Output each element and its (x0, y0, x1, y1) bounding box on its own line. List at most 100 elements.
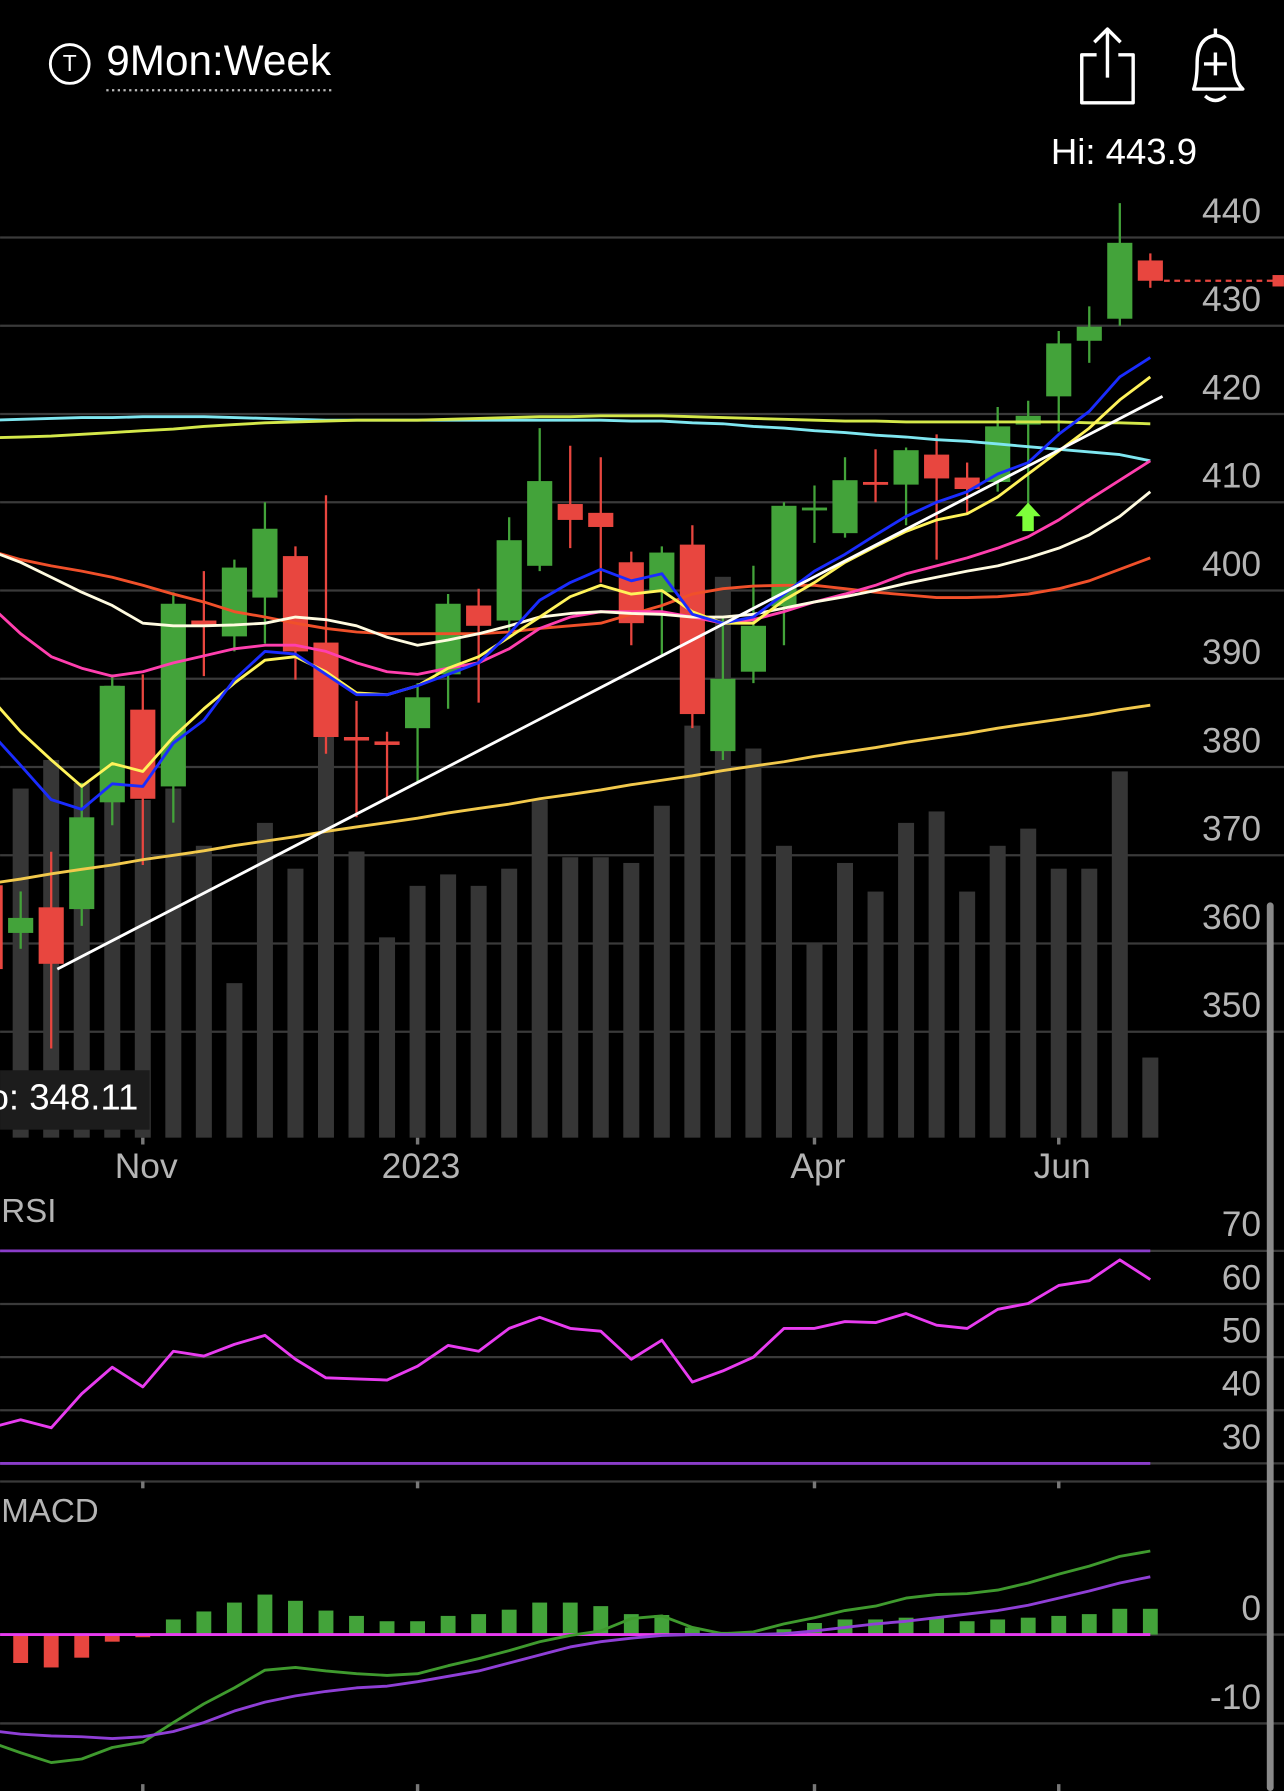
candle-body (924, 454, 950, 479)
macd-histogram-bar (1020, 1617, 1036, 1635)
scrollbar[interactable] (1266, 902, 1274, 1791)
moving-average (0, 414, 1151, 439)
y-tick-label: 70 (1222, 1204, 1261, 1244)
volume-bar (226, 983, 243, 1138)
volume-bar (12, 788, 29, 1138)
volume-bar (775, 845, 792, 1138)
moving-average (0, 356, 1152, 811)
macd-histogram-bar (165, 1619, 181, 1635)
candle-body (588, 512, 614, 527)
y-tick-label: 390 (1202, 632, 1261, 672)
volume-bar (1081, 868, 1098, 1138)
y-tick-label: 350 (1202, 985, 1261, 1025)
y-tick-label: 50 (1222, 1310, 1261, 1350)
macd-histogram-bar (196, 1611, 212, 1635)
macd-histogram-bar (318, 1610, 334, 1635)
volume-bar (1111, 771, 1128, 1138)
macd-histogram-bar (410, 1621, 426, 1635)
volume-bar (867, 891, 884, 1138)
volume-bar (256, 822, 273, 1138)
volume-bar (470, 885, 487, 1138)
y-tick-label: 360 (1202, 897, 1261, 937)
y-tick-label: 440 (1202, 191, 1261, 231)
symbol-button[interactable]: T 9Mon:Week (48, 37, 333, 92)
candle-body (1046, 343, 1072, 397)
candle-body (252, 528, 278, 598)
candle-body (1076, 326, 1102, 341)
macd-histogram-bar (1112, 1608, 1128, 1635)
volume-bar (1020, 828, 1037, 1138)
macd-histogram-bar (990, 1619, 1006, 1635)
candle-body (832, 480, 858, 534)
symbol-icon-letter: T (63, 50, 77, 76)
volume-bar (1142, 1057, 1159, 1138)
candle-body (69, 817, 95, 910)
y-tick-label: 30 (1222, 1417, 1261, 1457)
share-arrow (1093, 27, 1122, 78)
share-button[interactable] (1080, 27, 1135, 105)
candles (0, 203, 1163, 1049)
macd-histogram-bar (13, 1634, 29, 1664)
candle-body (954, 477, 980, 490)
candle-body (466, 605, 492, 626)
moving-average (0, 703, 1151, 884)
candle-body (313, 642, 339, 738)
candle-body (130, 709, 156, 799)
macd-line (0, 1549, 1151, 1764)
x-tick-label: Apr (790, 1146, 845, 1186)
candle-body (557, 504, 583, 520)
candle-body (496, 540, 522, 621)
candle-body (405, 697, 431, 729)
candle-body (801, 507, 828, 511)
macd-histogram-bar (1081, 1614, 1097, 1635)
volume-bar (531, 800, 548, 1138)
macd-histogram-bar (471, 1614, 487, 1635)
candle-body (0, 885, 3, 970)
moving-average (0, 415, 1151, 463)
panel-title: RSI (1, 1193, 56, 1230)
y-tick-label: 420 (1202, 367, 1261, 407)
macd-histogram-bar (43, 1634, 59, 1668)
macd-histogram-bar (532, 1602, 548, 1635)
chart-title: 9Mon:Week (106, 37, 332, 84)
candle-body (191, 620, 217, 625)
macd-histogram-bar (501, 1609, 517, 1635)
candle-body (1107, 242, 1133, 319)
candle-body (527, 481, 553, 566)
macd-histogram-bar (104, 1634, 120, 1642)
y-tick-label: 60 (1222, 1257, 1261, 1297)
candle-body (710, 678, 736, 752)
y-tick-label: 400 (1202, 544, 1261, 584)
panel-title: MACD (1, 1493, 99, 1530)
macd-histogram-bar (593, 1606, 609, 1635)
volume-bar (562, 857, 579, 1138)
macd-histogram-bar (440, 1615, 456, 1635)
buy-signal-arrow (1015, 502, 1041, 532)
macd-histogram-bar (379, 1621, 395, 1635)
volume-bar (379, 937, 396, 1138)
bell (1191, 28, 1245, 91)
candle-body (343, 737, 370, 741)
volume-bar (806, 943, 823, 1138)
macd-histogram-bar (959, 1621, 975, 1635)
bell-clapper (1203, 94, 1227, 103)
volume-bar (653, 805, 670, 1138)
trendline (56, 395, 1164, 971)
high-label: Hi: 443.9 (1051, 131, 1197, 172)
macd-histogram-bar (654, 1615, 670, 1635)
moving-average (0, 490, 1152, 647)
volume-bar (745, 748, 762, 1138)
volume-bar (195, 845, 212, 1138)
macd-histogram-bar (226, 1602, 242, 1635)
lines (0, 275, 1284, 1764)
alert-button[interactable] (1191, 28, 1245, 103)
candle-body (282, 556, 309, 652)
volume-bar (837, 862, 854, 1138)
last-price-marker (1272, 275, 1284, 287)
volume-bar (134, 800, 151, 1138)
